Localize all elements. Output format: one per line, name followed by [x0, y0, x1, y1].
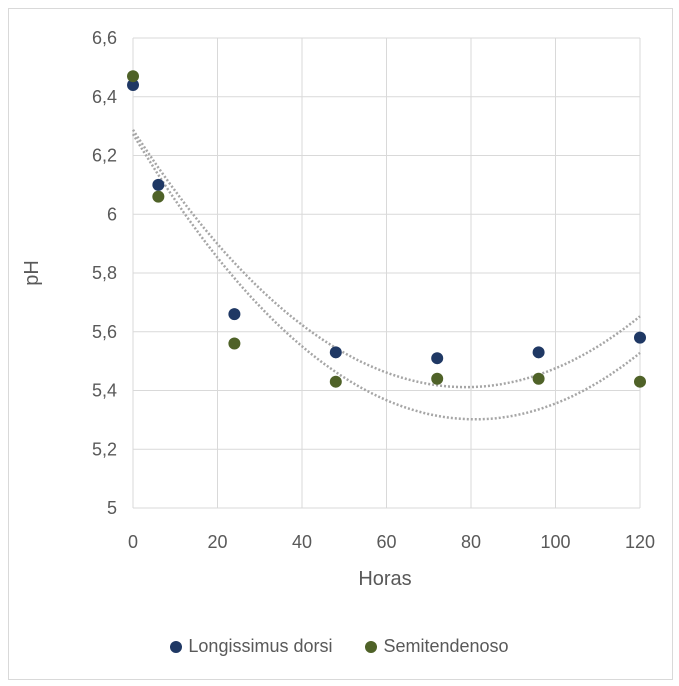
- y-tick-label: 6: [107, 204, 117, 224]
- x-tick-label: 100: [540, 532, 570, 552]
- y-tick-label: 6,2: [92, 146, 117, 166]
- trendline: [131, 133, 641, 421]
- y-tick-label: 5,2: [92, 439, 117, 459]
- y-tick-labels: 5 5,2 5,4 5,6 5,8 6 6,2 6,4 6,6: [92, 28, 117, 518]
- legend-marker-icon: [170, 640, 183, 653]
- y-tick-label: 5,8: [92, 263, 117, 283]
- data-point: [329, 346, 342, 359]
- chart-frame: [8, 8, 673, 680]
- data-point: [431, 372, 444, 385]
- legend: Longissimus dorsi Semitendenoso: [0, 636, 679, 658]
- x-tick-label: 80: [461, 532, 481, 552]
- y-tick-label: 5: [107, 498, 117, 518]
- x-tick-labels: 0 20 40 60 80 100 120: [128, 532, 655, 552]
- y-tick-label: 5,4: [92, 381, 117, 401]
- x-tick-label: 40: [292, 532, 312, 552]
- legend-label: Longissimus dorsi: [188, 636, 333, 656]
- data-point: [228, 337, 241, 350]
- legend-label: Semitendenoso: [383, 636, 509, 656]
- trendline: [131, 129, 641, 389]
- data-point: [152, 190, 165, 203]
- data-point: [127, 70, 139, 83]
- data-point: [532, 372, 545, 385]
- legend-marker-icon: [365, 640, 378, 653]
- x-axis-label: Horas: [358, 568, 411, 590]
- data-point: [634, 375, 646, 388]
- x-tick-label: 20: [207, 532, 227, 552]
- trendlines: [131, 129, 641, 421]
- y-axis-label: pH: [21, 260, 43, 286]
- y-tick-label: 6,4: [92, 87, 117, 107]
- grid-lines: [132, 37, 641, 509]
- legend-item-semitendenoso: Semitendenoso: [365, 636, 509, 657]
- x-tick-label: 120: [625, 532, 655, 552]
- y-tick-label: 6,6: [92, 28, 117, 48]
- data-point: [634, 331, 646, 344]
- x-tick-label: 0: [128, 532, 138, 552]
- y-tick-label: 5,6: [92, 322, 117, 342]
- x-tick-label: 60: [376, 532, 396, 552]
- data-point: [127, 79, 139, 91]
- data-point: [228, 308, 241, 321]
- data-points: [127, 70, 646, 388]
- data-point: [329, 375, 342, 388]
- data-point: [532, 346, 545, 359]
- legend-item-longissimus: Longissimus dorsi: [170, 636, 332, 657]
- data-point: [431, 352, 444, 365]
- data-point: [152, 178, 165, 191]
